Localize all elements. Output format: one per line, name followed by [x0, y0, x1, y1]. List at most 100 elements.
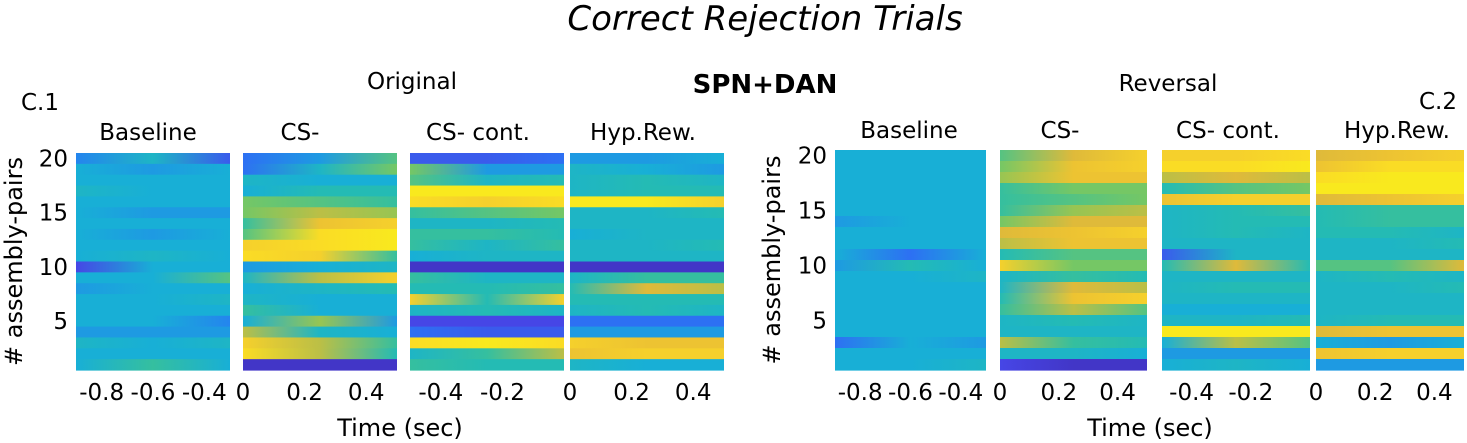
- segment-title: Hyp.Rew.: [590, 120, 696, 146]
- heat-cell-r13-hyp-rew-: [1316, 227, 1464, 239]
- heat-cell-r16-hyp-rew-: [1316, 194, 1464, 206]
- heat-cell-r10-cs-cont-: [410, 261, 564, 273]
- heat-cell-r18-cs-cont-: [410, 174, 564, 187]
- heat-cell-r2-cs-cont-: [1162, 348, 1310, 360]
- heat-cell-r5-cs-cont-: [410, 315, 564, 328]
- heat-cell-r7-hyp-rew-: [570, 294, 724, 306]
- heat-cell-r1-baseline: [835, 359, 986, 371]
- x-tick-label: -0.2: [480, 380, 525, 406]
- segment-title: CS- cont.: [1176, 118, 1280, 144]
- heat-cell-r20-cs-: [1000, 150, 1147, 162]
- heat-cell-r11-hyp-rew-: [570, 250, 724, 263]
- panel-subtitle: Reversal: [1119, 71, 1218, 97]
- heat-cell-r18-hyp-rew-: [1316, 172, 1464, 184]
- heat-cell-r20-hyp-rew-: [570, 153, 724, 165]
- heat-cell-r13-cs-: [1000, 227, 1147, 239]
- heat-cell-r5-baseline: [835, 315, 986, 327]
- heat-cell-r11-baseline: [76, 250, 230, 263]
- x-tick-label: 0: [563, 380, 578, 406]
- heat-cell-r19-cs-: [1000, 161, 1147, 173]
- y-tick-label: 10: [798, 254, 827, 280]
- heat-cell-r10-baseline: [835, 260, 986, 272]
- segment-title: Hyp.Rew.: [1344, 118, 1450, 144]
- heat-cell-r1-cs-cont-: [1162, 359, 1310, 371]
- heat-cell-r15-hyp-rew-: [570, 207, 724, 219]
- heat-cell-r10-cs-: [243, 261, 397, 273]
- heat-cell-r19-cs-cont-: [1162, 161, 1310, 173]
- heat-cell-r14-cs-cont-: [1162, 216, 1310, 228]
- heat-cell-r7-baseline: [835, 293, 986, 305]
- heat-cell-r18-hyp-rew-: [570, 174, 724, 187]
- heat-cell-r13-hyp-rew-: [570, 228, 724, 241]
- heat-cell-r4-hyp-rew-: [570, 326, 724, 339]
- x-tick-label: 0.2: [1041, 380, 1078, 406]
- segment-title: Baseline: [860, 118, 958, 144]
- heat-cell-r19-hyp-rew-: [570, 163, 724, 176]
- heat-cell-r19-cs-cont-: [410, 163, 564, 176]
- heat-cell-r14-cs-cont-: [410, 218, 564, 230]
- x-tick-label: 0: [993, 380, 1008, 406]
- heat-cell-r9-hyp-rew-: [570, 272, 724, 284]
- heat-cell-r1-hyp-rew-: [1316, 359, 1464, 371]
- heat-cell-r10-hyp-rew-: [570, 261, 724, 273]
- heat-cell-r12-cs-cont-: [410, 239, 564, 252]
- heat-cell-r1-cs-cont-: [410, 359, 564, 371]
- heat-cell-r5-hyp-rew-: [1316, 315, 1464, 327]
- heat-cell-r2-baseline: [835, 348, 986, 360]
- heat-cell-r19-baseline: [76, 163, 230, 176]
- heat-cell-r16-cs-: [1000, 194, 1147, 206]
- heat-cell-r16-cs-cont-: [1162, 194, 1310, 206]
- heat-cell-r13-cs-cont-: [1162, 227, 1310, 239]
- heat-cell-r12-cs-: [243, 239, 397, 252]
- y-tick-label: 5: [53, 309, 68, 335]
- heat-cell-r11-cs-cont-: [410, 250, 564, 263]
- heat-cell-r5-cs-: [1000, 315, 1147, 327]
- heat-cell-r19-cs-: [243, 163, 397, 176]
- heat-cell-r20-baseline: [76, 153, 230, 165]
- x-tick-label: 0.4: [348, 380, 385, 406]
- heat-cell-r1-cs-: [1000, 359, 1147, 371]
- heat-cell-r15-baseline: [76, 207, 230, 219]
- heat-cell-r7-hyp-rew-: [1316, 293, 1464, 305]
- heat-cell-r20-cs-cont-: [1162, 150, 1310, 162]
- heat-cell-r8-cs-cont-: [410, 283, 564, 295]
- x-tick-label: -0.8: [79, 380, 124, 406]
- heat-cell-r11-cs-cont-: [1162, 249, 1310, 261]
- segment-title: CS-: [1041, 118, 1080, 144]
- heat-cell-r2-baseline: [76, 348, 230, 360]
- x-tick-label: 0.2: [1357, 380, 1394, 406]
- heat-cell-r20-hyp-rew-: [1316, 150, 1464, 162]
- heat-cell-r12-hyp-rew-: [1316, 238, 1464, 250]
- heat-cell-r12-hyp-rew-: [570, 239, 724, 252]
- heat-cell-r6-cs-cont-: [410, 304, 564, 317]
- heat-cell-r19-baseline: [835, 161, 986, 173]
- heat-cell-r13-cs-: [243, 228, 397, 241]
- heat-cell-r11-cs-: [1000, 249, 1147, 261]
- heat-cell-r9-baseline: [76, 272, 230, 284]
- heat-cell-r15-cs-: [1000, 205, 1147, 217]
- heat-cell-r8-baseline: [76, 283, 230, 295]
- y-tick-label: 15: [39, 201, 68, 227]
- heat-cell-r17-cs-cont-: [1162, 183, 1310, 195]
- x-tick-label: -0.4: [938, 380, 983, 406]
- heat-cell-r10-cs-: [1000, 260, 1147, 272]
- heat-cell-r13-baseline: [76, 228, 230, 241]
- segment-title: Baseline: [99, 120, 197, 146]
- heat-cell-r3-cs-cont-: [410, 337, 564, 349]
- heat-cell-r15-cs-cont-: [1162, 205, 1310, 217]
- heat-cell-r18-baseline: [76, 174, 230, 187]
- heat-cell-r2-hyp-rew-: [570, 348, 724, 360]
- segment-title: CS- cont.: [426, 120, 530, 146]
- heat-cell-r9-cs-cont-: [1162, 271, 1310, 283]
- x-tick-label: -0.2: [1228, 380, 1273, 406]
- heat-cell-r9-cs-: [1000, 271, 1147, 283]
- heat-cell-r14-baseline: [76, 218, 230, 230]
- heat-cell-r9-baseline: [835, 271, 986, 283]
- heat-cell-r8-hyp-rew-: [1316, 282, 1464, 294]
- panel-subtitle: Original: [367, 69, 457, 95]
- panel-label: C.1: [21, 90, 59, 116]
- heat-cell-r17-hyp-rew-: [1316, 183, 1464, 195]
- heat-cell-r2-cs-: [243, 348, 397, 360]
- x-axis-label: Time (sec): [1086, 414, 1213, 442]
- heat-cell-r18-cs-: [243, 174, 397, 187]
